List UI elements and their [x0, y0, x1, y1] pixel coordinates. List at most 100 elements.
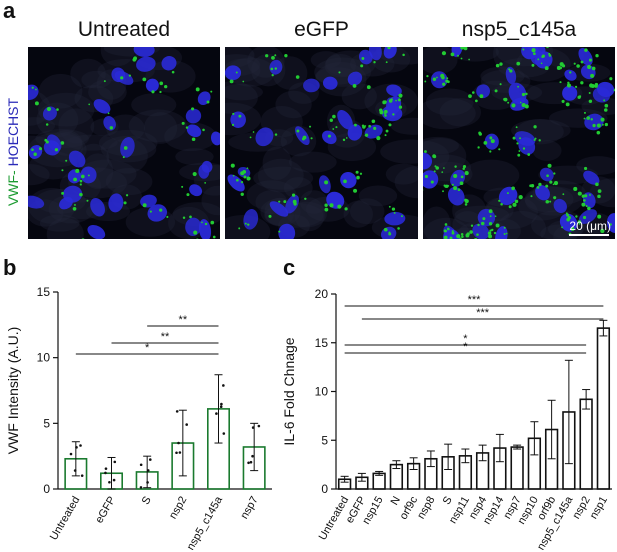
vwf-granule	[460, 47, 465, 50]
bar	[510, 446, 524, 490]
vwf-granule	[123, 146, 128, 150]
vwf-granule	[533, 125, 537, 129]
cell-body	[260, 106, 303, 138]
vwf-granule	[588, 92, 591, 95]
vwf-granule	[61, 169, 64, 172]
cell-body	[39, 214, 80, 232]
vwf-granule	[575, 215, 578, 218]
vwf-granule	[495, 63, 500, 68]
vwf-granule	[578, 223, 581, 225]
cell-body	[172, 202, 220, 227]
vwf-granule	[447, 80, 450, 84]
x-tick-label: eGFP	[93, 495, 118, 526]
vwf-granule	[204, 181, 207, 184]
vwf-granule	[210, 220, 215, 225]
vwf-granule	[570, 227, 575, 231]
stain-label-hoechst: HOECHST	[5, 97, 21, 167]
vwf-granule	[592, 123, 596, 128]
nucleus	[535, 185, 550, 201]
vwf-granule	[577, 95, 581, 99]
vwf-granule	[35, 88, 37, 91]
data-point	[177, 441, 180, 445]
vwf-granule	[359, 172, 363, 175]
micrograph-nsp5-c145a: 20 (μm)	[423, 47, 615, 239]
vwf-granule	[456, 234, 461, 239]
nucleus	[243, 209, 259, 230]
significance-label: ***	[476, 307, 490, 319]
data-point	[104, 467, 108, 470]
nucleus	[347, 124, 363, 141]
vwf-granule	[189, 215, 192, 219]
vwf-granule	[80, 174, 85, 179]
vwf-granule	[609, 77, 613, 81]
data-point	[222, 384, 225, 387]
vwf-granule	[515, 126, 518, 129]
vwf-granule	[574, 85, 578, 88]
cell-body	[257, 158, 304, 193]
vwf-granule	[454, 165, 457, 168]
vwf-granule	[433, 170, 436, 173]
vwf-granule	[142, 203, 147, 208]
y-tick-label: 0	[321, 482, 328, 496]
vwf-granule	[521, 103, 526, 108]
vwf-granule	[132, 57, 137, 62]
cell-body	[283, 177, 313, 199]
nucleus	[186, 124, 202, 138]
cell-body	[380, 139, 418, 164]
vwf-granule	[531, 63, 535, 67]
vwf-granule	[500, 202, 503, 206]
vwf-granule	[462, 167, 466, 170]
nucleus	[103, 116, 116, 131]
cell-body	[88, 79, 127, 105]
data-point	[247, 461, 250, 465]
nucleus	[230, 111, 246, 128]
nucleus	[498, 186, 518, 206]
vwf-granule	[494, 89, 498, 93]
vwf-granule	[238, 227, 241, 230]
cell-body	[423, 97, 476, 130]
vwf-granule	[511, 103, 516, 108]
nucleus	[364, 124, 383, 139]
vwf-granule	[204, 222, 208, 226]
vwf-granule	[353, 188, 358, 193]
micrograph-egfp	[225, 47, 418, 239]
vwf-granule	[477, 223, 480, 227]
stain-label-vwf: VWF-	[5, 170, 21, 207]
vwf-granule	[196, 238, 199, 239]
vwf-granule	[499, 83, 502, 86]
vwf-granule	[503, 232, 506, 236]
vwf-granule	[517, 85, 520, 88]
vwf-granule	[38, 147, 42, 151]
vwf-granule	[388, 205, 391, 208]
nucleus	[136, 56, 156, 72]
vwf-granule	[461, 235, 464, 238]
vwf-granule	[271, 55, 275, 60]
vwf-granule	[597, 189, 602, 194]
cell-body	[128, 109, 187, 143]
vwf-granule	[249, 136, 252, 139]
vwf-granule	[432, 77, 437, 81]
nucleus	[386, 84, 402, 97]
vwf-granule	[546, 47, 549, 49]
vwf-granule	[128, 74, 131, 77]
vwf-granule	[384, 114, 387, 117]
vwf-granule	[508, 68, 511, 71]
nucleus	[562, 85, 578, 101]
vwf-granule	[483, 141, 488, 145]
nucleus	[43, 140, 60, 156]
micrograph-untreated	[28, 47, 220, 239]
y-axis-label: IL-6 Fold Chnage	[281, 337, 297, 445]
data-point	[79, 444, 82, 447]
vwf-granule	[361, 124, 365, 127]
vwf-granule	[459, 237, 462, 239]
nucleus	[59, 196, 73, 210]
cell-body	[423, 138, 467, 174]
cell-body	[385, 163, 418, 185]
data-point	[73, 469, 77, 472]
y-tick-label: 5	[321, 433, 328, 447]
vwf-granule	[181, 185, 184, 188]
vwf-granule	[561, 99, 565, 103]
vwf-granule	[595, 182, 599, 187]
data-point	[104, 471, 107, 475]
cell-body	[518, 193, 567, 221]
